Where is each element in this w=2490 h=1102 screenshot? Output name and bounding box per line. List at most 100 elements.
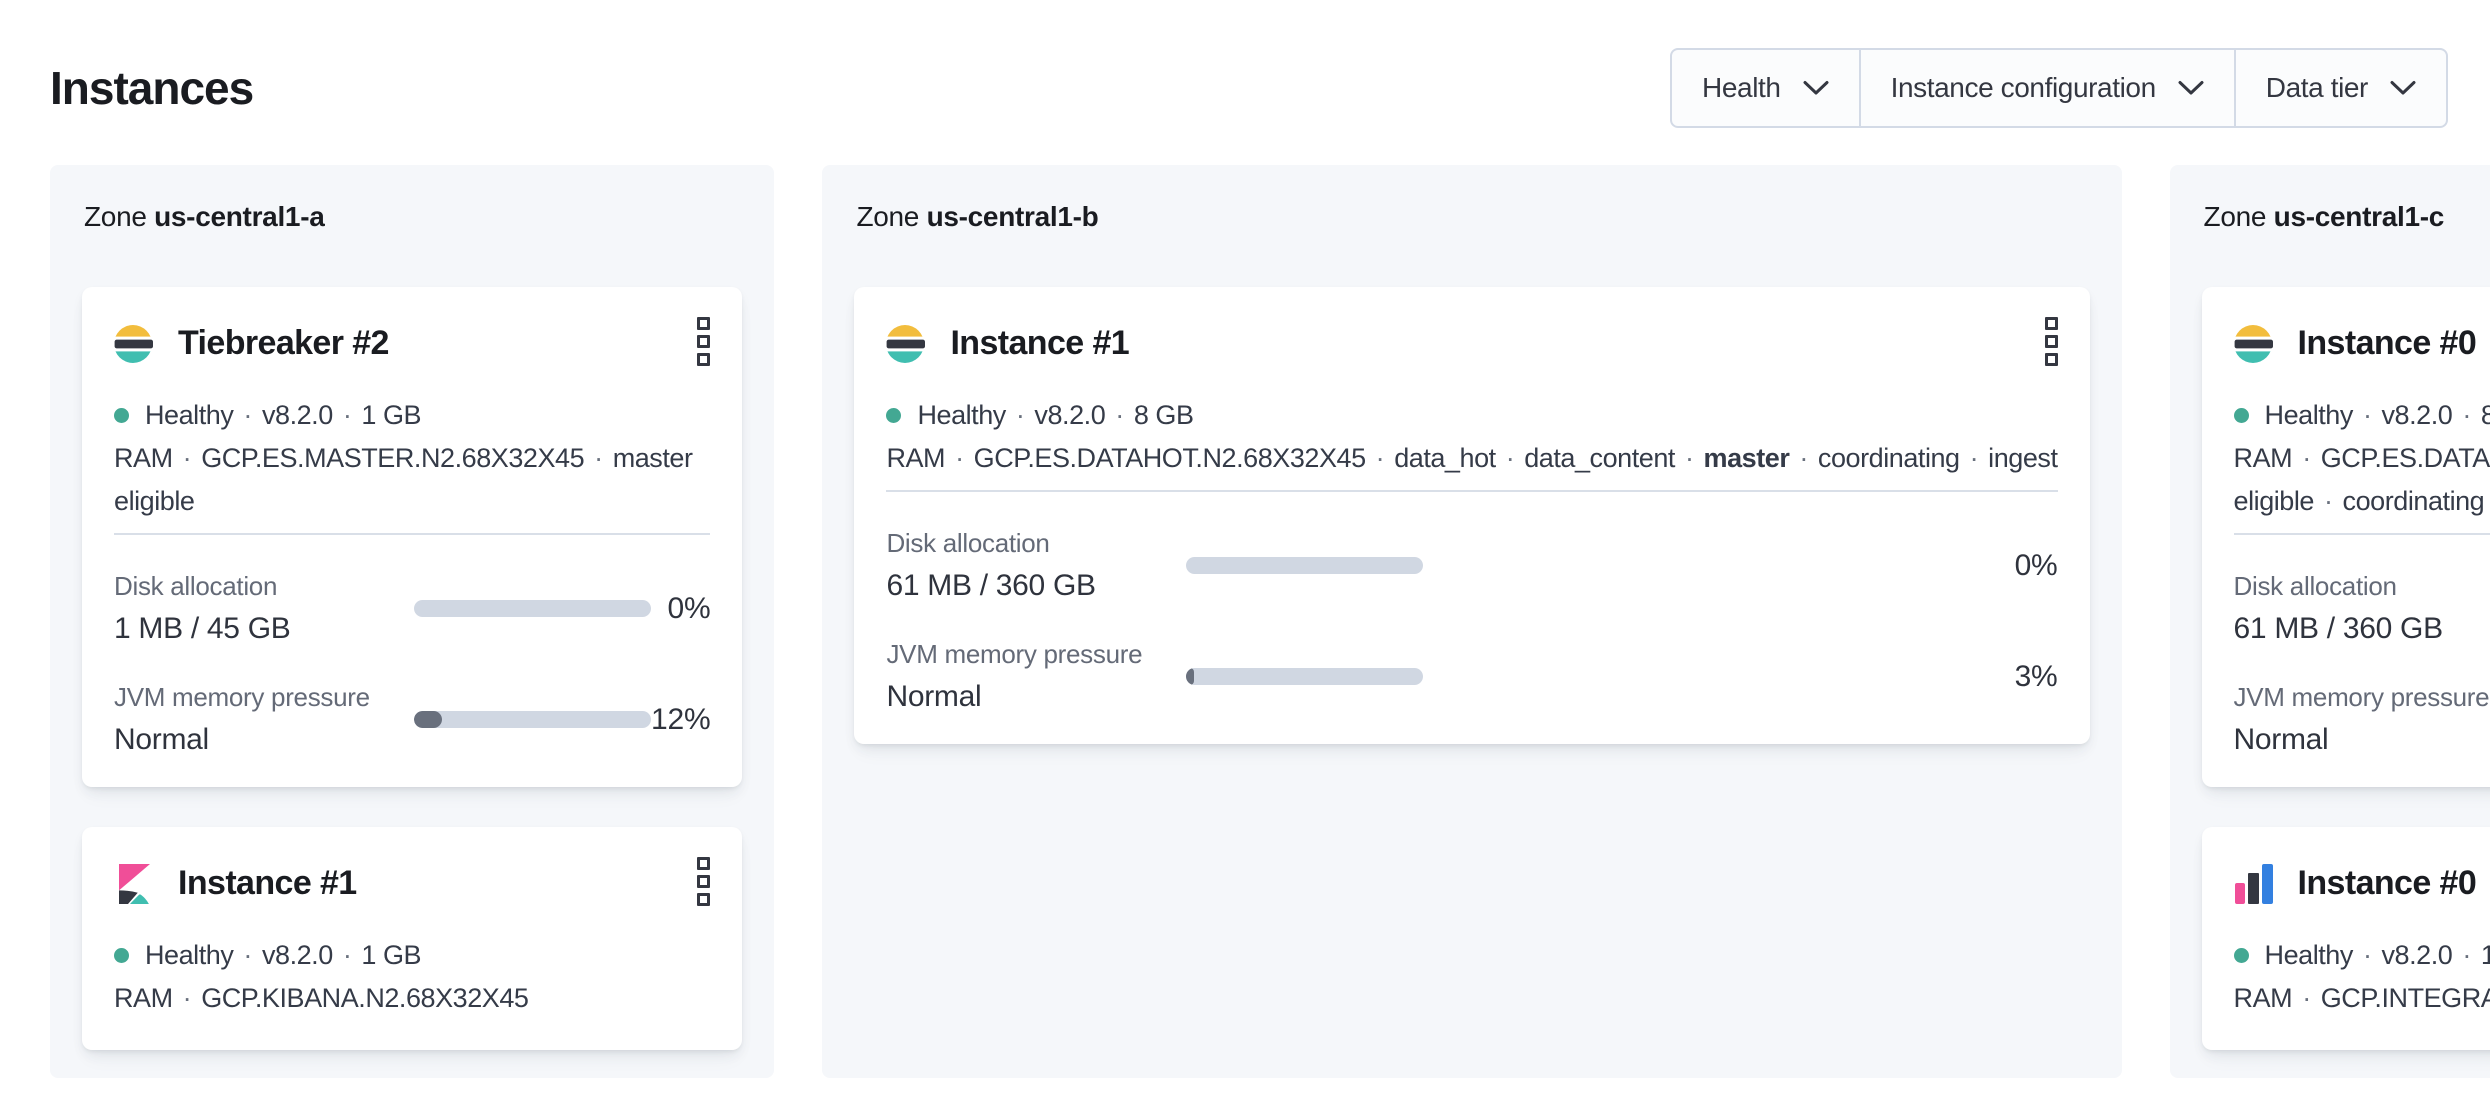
meta-separator: · [2302, 443, 2311, 473]
card-header: Instance #1 [114, 853, 711, 914]
card-divider [2233, 533, 2490, 535]
card-header: Tiebreaker #2 [114, 313, 711, 374]
meta-token: 1 GB RAM [114, 400, 422, 473]
instance-menu-button[interactable] [689, 309, 718, 374]
meta-token: GCP.ES.DATAHOT.N2.68X32X45 [2320, 443, 2490, 473]
metric-percent: 3% [2014, 659, 2058, 693]
meta-separator: · [182, 983, 192, 1013]
chevron-down-icon [1803, 81, 1829, 95]
meta-separator: · [2462, 940, 2471, 970]
meta-separator: · [1015, 400, 1025, 430]
metric-label: JVM memory pressure [114, 682, 370, 712]
card-divider [886, 490, 2058, 492]
zone-label: Zone us-central1-b [856, 201, 2089, 233]
metric-percent: 12% [651, 702, 711, 736]
filter-button-data-tier[interactable]: Data tier [2236, 50, 2446, 126]
meta-token: GCP.ES.MASTER.N2.68X32X45 [201, 443, 585, 473]
card-header: Instance #1 [886, 313, 2058, 374]
instance-meta: Healthy · v8.2.0 ·1 GB RAM· GCP.INTEGRATIONS… [2233, 934, 2490, 1020]
metric-value: Normal [2233, 723, 2329, 756]
metrics: Disk allocation 61 MB / 360 GB 0% JVM me… [2234, 571, 2490, 757]
instance-meta: Healthy · v8.2.0 · 1 GB RAM · GCP.ES.MASTER.N2… [114, 394, 710, 523]
card-header: Instance #0 [2234, 853, 2490, 914]
meta-separator: · [1799, 443, 1808, 473]
instance-card-instance-0: Instance #0 Healthy·v8.2.0·8 GB RAM·GCP.… [2201, 287, 2490, 787]
integrations-server-logo-icon [2234, 863, 2273, 904]
metric-value: 1 MB / 45 GB [114, 612, 291, 645]
boxes-vertical-icon [697, 317, 711, 330]
metric-label: Disk allocation [114, 571, 278, 601]
meta-separator: · [1969, 443, 1979, 473]
meta-token: GCP.ES.DATAHOT.N2.68X32X45 [973, 443, 1366, 473]
meta-token: data_content [1524, 443, 1675, 473]
progress-bar [1186, 668, 1424, 685]
instance-title: Tiebreaker #2 [178, 324, 389, 362]
page-title: Instances [50, 62, 254, 114]
instance-menu-button[interactable] [689, 849, 718, 914]
meta-token: GCP.KIBANA.N2.68X32X45 [201, 983, 529, 1013]
zone-label: Zone us-central1-c [2204, 201, 2490, 233]
progress-bar-fill [1186, 668, 1194, 685]
instance-card-instance-1: Instance #1 Healthy · v8.2.0 · 8 GB RAM · GCP.… [854, 287, 2090, 744]
meta-token: v8.2.0 [1034, 400, 1106, 430]
health-status-dot [886, 408, 902, 423]
zone-panel-us-central1-c: Zone us-central1-c Instance #0 Healthy · v… [2169, 165, 2490, 1078]
zone-cards: Instance #0 Healthy·v8.2.0·8 GB RAM·GCP.… [2201, 287, 2490, 1050]
instance-meta: Healthy·v8.2.0·8 GB RAM·GCP.ES.DATAHOT.N… [2233, 394, 2490, 523]
metric-label: Disk allocation [886, 528, 1050, 558]
meta-separator: · [342, 940, 352, 970]
filter-button-health[interactable]: Health [1672, 50, 1861, 126]
metric-row-disk-allocation: Disk allocation 61 MB / 360 GB 0% [2234, 571, 2490, 646]
zone-cards: Instance #1 Healthy · v8.2.0 · 8 GB RAM · GCP.… [854, 287, 2090, 744]
instance-title: Instance #1 [950, 324, 1130, 362]
zone-panel-us-central1-b: Zone us-central1-b Instance #1 Healthy · v… [822, 165, 2122, 1078]
metric-percent: 0% [667, 591, 711, 625]
filter-label: Instance configuration [1890, 72, 2157, 103]
meta-token: master eligible [2233, 486, 2315, 516]
filter-button-instance-configuration[interactable]: Instance configuration [1861, 50, 2236, 126]
elasticsearch-logo-icon [114, 324, 153, 363]
health-status-dot [2233, 948, 2249, 963]
filter-label: Data tier [2265, 72, 2369, 103]
meta-token: Healthy [917, 400, 1006, 430]
meta-token: Healthy [145, 400, 234, 430]
instance-card-instance-1: Instance #1 Healthy · v8.2.0 · 1 GB RAM · GCP.… [82, 827, 743, 1050]
metric-row-jvm-memory-pressure: JVM memory pressure Normal 2% [2234, 682, 2490, 757]
metric-value: Normal [886, 680, 982, 713]
instance-meta: Healthy · v8.2.0 · 1 GB RAM · GCP.KIBANA.N2.68… [114, 934, 710, 1020]
boxes-vertical-icon [697, 857, 711, 870]
meta-token: Healthy [2264, 940, 2354, 970]
meta-token: master eligible [114, 443, 693, 516]
metrics: Disk allocation 1 MB / 45 GB 0% JVM memo… [114, 571, 711, 757]
meta-token: Healthy [2264, 400, 2354, 430]
zone-name: us-central1-a [154, 201, 325, 232]
instance-title: Instance #0 [2297, 864, 2477, 902]
zone-label-prefix: Zone [84, 201, 147, 232]
kibana-logo-icon [119, 863, 150, 904]
meta-separator: · [1375, 443, 1385, 473]
meta-separator: · [342, 400, 352, 430]
metric-value: 61 MB / 360 GB [2233, 612, 2444, 645]
meta-separator: · [2362, 940, 2372, 970]
meta-token: coordinating [1817, 443, 1960, 473]
health-status-dot [114, 948, 129, 963]
metric-row-jvm-memory-pressure: JVM memory pressure Normal 3% [886, 639, 2057, 714]
chevron-down-icon [2390, 81, 2416, 95]
meta-token: v8.2.0 [261, 400, 333, 430]
meta-separator: · [2324, 486, 2333, 516]
instance-menu-button[interactable] [2037, 309, 2066, 374]
progress-bar [414, 711, 651, 728]
meta-token: Healthy [145, 940, 234, 970]
meta-separator: · [1115, 400, 1124, 430]
zone-label-prefix: Zone [2203, 201, 2267, 232]
instance-title: Instance #0 [2297, 324, 2477, 362]
metric-value: 61 MB / 360 GB [886, 569, 1096, 602]
zone-label-prefix: Zone [856, 201, 920, 232]
meta-token: 8 GB RAM [886, 400, 1194, 473]
card-header: Instance #0 [2233, 313, 2490, 374]
meta-separator: · [182, 443, 192, 473]
meta-token: 1 GB RAM [114, 940, 422, 1013]
meta-token: v8.2.0 [2381, 400, 2453, 430]
zones-row: Zone us-central1-a Tiebreaker #2 Healthy… [50, 165, 2490, 1078]
health-status-dot [2233, 408, 2249, 423]
